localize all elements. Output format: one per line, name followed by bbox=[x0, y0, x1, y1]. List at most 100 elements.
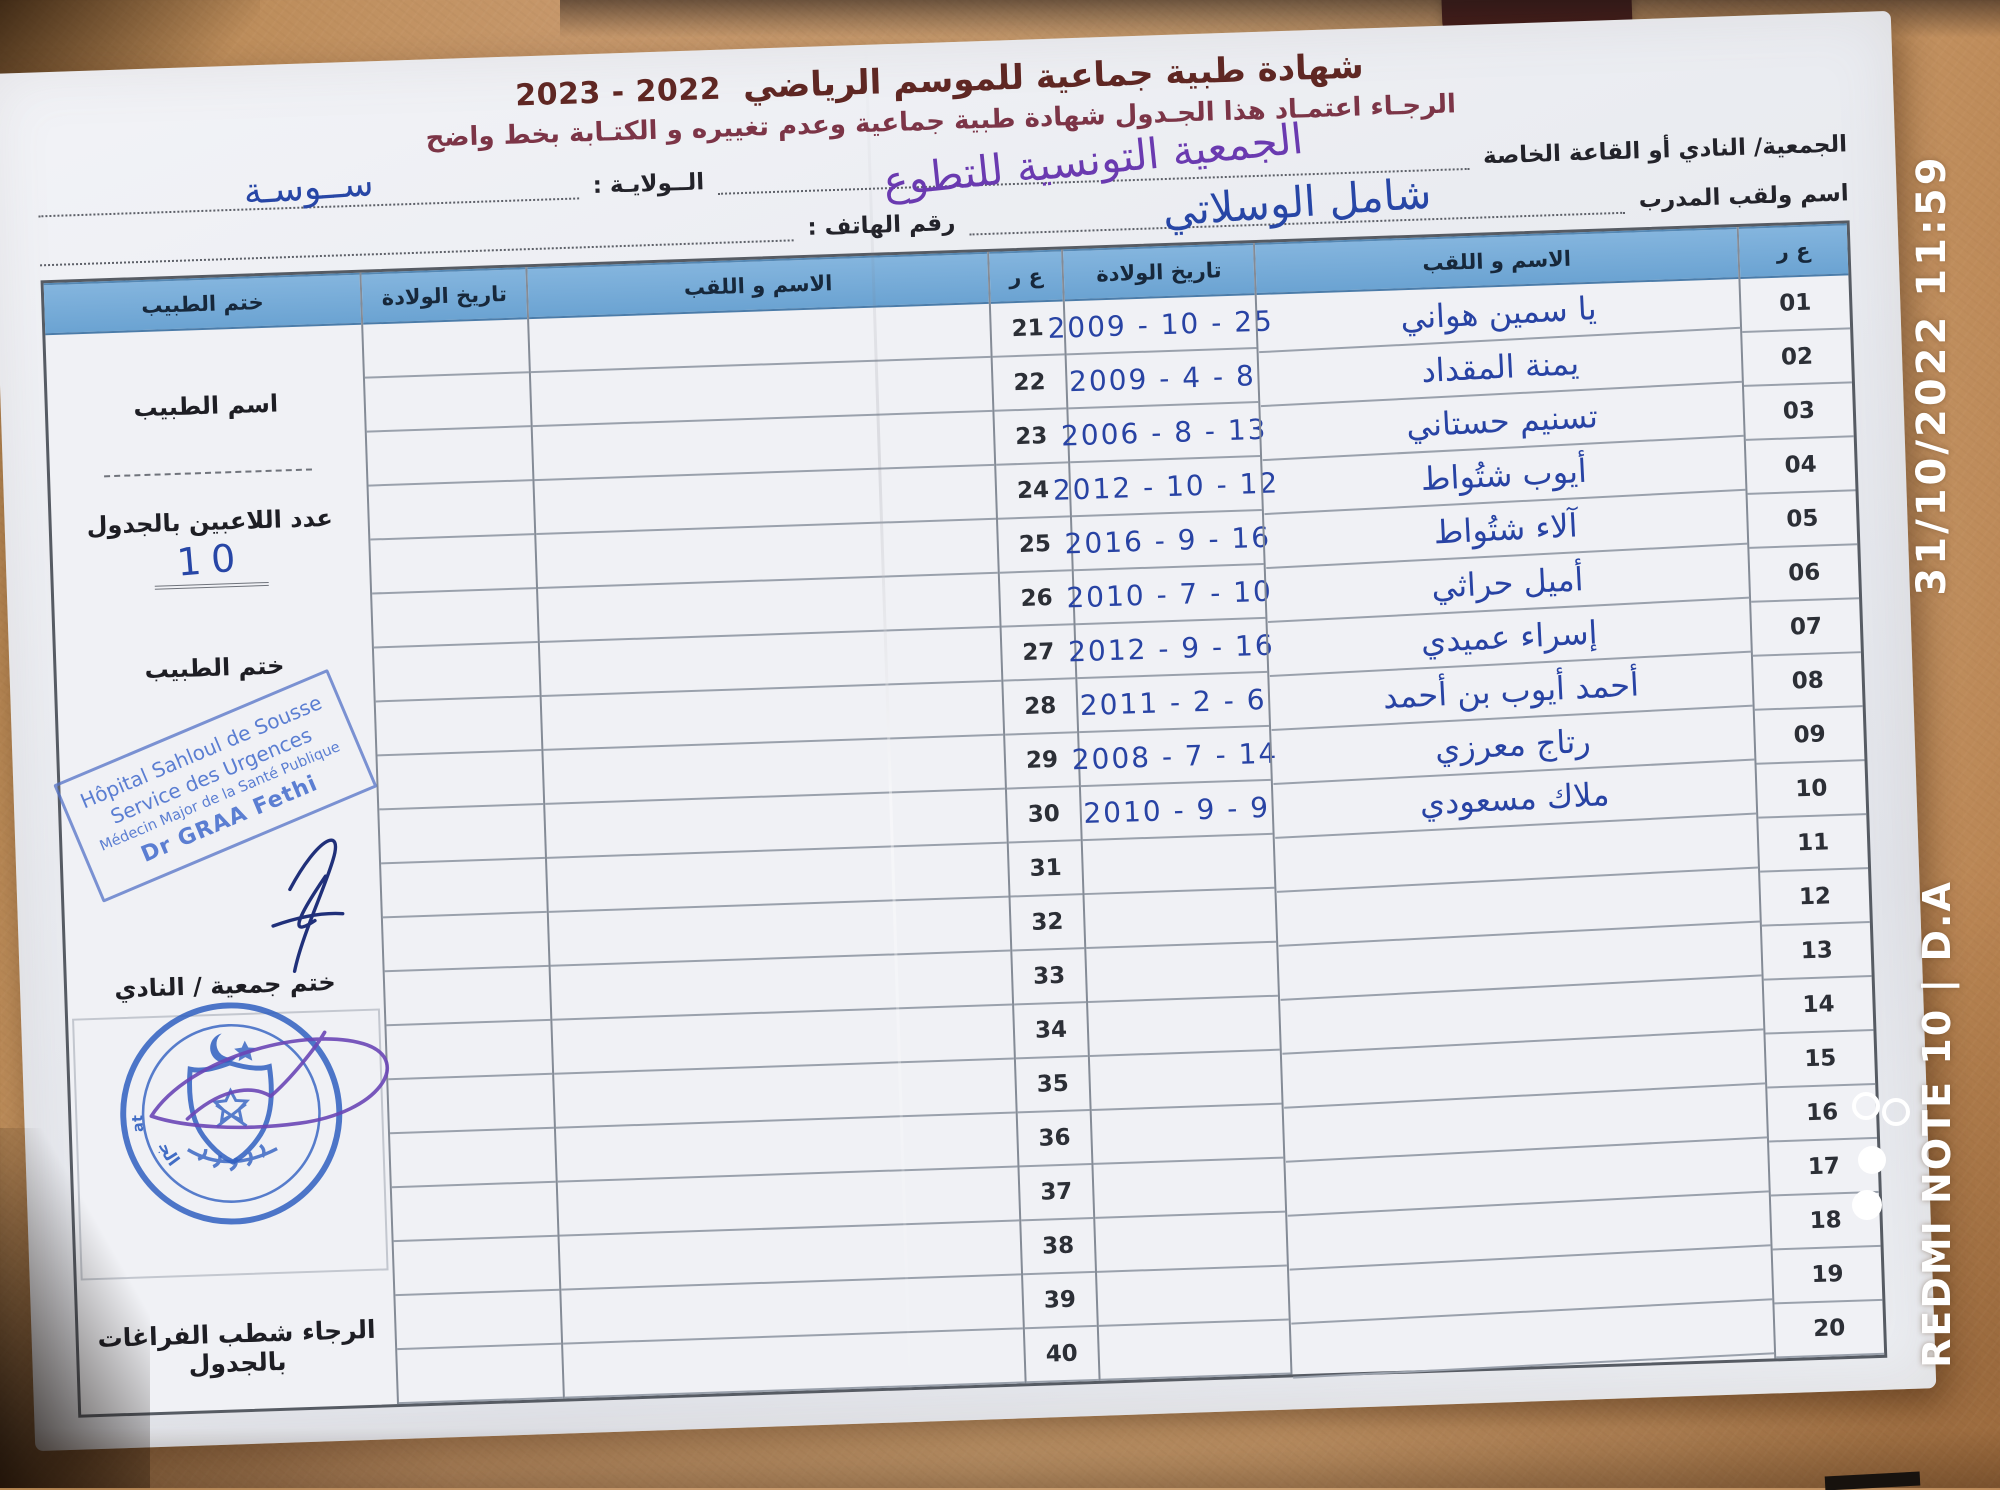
club-stamp-zone: Association Tunisienne Bénévolat الجمعية… bbox=[72, 996, 389, 1281]
table-cell-dob2 bbox=[379, 804, 546, 865]
table-cell-n1: 07 bbox=[1751, 599, 1861, 657]
camera-watermark-datetime: 31/10/2022 11:59 bbox=[1909, 154, 1955, 596]
table-cell-n2: 32 bbox=[1010, 895, 1085, 952]
table-cell-dob1 bbox=[1095, 1212, 1287, 1273]
table-cell-dob2 bbox=[373, 643, 540, 703]
table-cell-n2: 37 bbox=[1019, 1164, 1094, 1222]
watermark-dot-filled bbox=[1858, 1146, 1886, 1174]
table-cell-dob1 bbox=[1088, 996, 1280, 1057]
table-cell-dob1: 2006 - 8 - 13 bbox=[1060, 403, 1268, 464]
table-cell-n2: 31 bbox=[1008, 841, 1083, 898]
table-cell-dob1: 2010 - 9 - 9 bbox=[1080, 780, 1273, 842]
table-cell-dob1: 2010 - 7 - 10 bbox=[1066, 564, 1273, 626]
coach-handwritten-value: شامل الوسلاتي bbox=[1160, 168, 1433, 236]
medical-certificate-sheet: شهادة طبية جماعية للموسم الرياضي 2023 - … bbox=[0, 10, 1937, 1452]
header-dob-1-20: تاريخ الولادة bbox=[1063, 243, 1255, 302]
table-cell-dob1 bbox=[1093, 1158, 1286, 1219]
header-number-1-20: ع ر bbox=[1738, 223, 1849, 279]
table-cell-dob1 bbox=[1091, 1104, 1284, 1165]
table-cell-n2: 35 bbox=[1015, 1057, 1090, 1114]
table-cell-dob1: 2008 - 7 - 14 bbox=[1071, 726, 1279, 788]
table-cell-dob1 bbox=[1089, 1050, 1282, 1111]
club-round-stamp: Association Tunisienne Bénévolat الجمعية… bbox=[113, 996, 342, 1225]
table-cell-dob1 bbox=[1086, 942, 1278, 1004]
table-cell-n1: 01 bbox=[1740, 275, 1851, 333]
table-cell-n1: 06 bbox=[1749, 545, 1860, 603]
watermark-dot-filled bbox=[1852, 1190, 1882, 1220]
table-cell-n2: 22 bbox=[992, 355, 1067, 412]
watermark-dot-outline bbox=[1852, 1092, 1880, 1120]
table-cell-n1: 20 bbox=[1774, 1300, 1885, 1359]
column-doctor-stamp: ختم الطبيب اسم الطبيب عدد اللاعبين بالجد… bbox=[43, 272, 397, 1415]
players-count-label: عدد اللاعبين بالجدول bbox=[86, 503, 334, 540]
table-cell-dob2 bbox=[377, 750, 544, 811]
camera-watermark-device: REDMI NOTE 10 | D.A bbox=[1915, 880, 1959, 1368]
shield-star-icon bbox=[211, 1087, 250, 1129]
season-text: 2023 - 2022 bbox=[514, 71, 722, 114]
column-name-21-40: الاسم و اللقب bbox=[525, 251, 1025, 1399]
table-cell-n1: 08 bbox=[1752, 653, 1863, 711]
table-cell-dob2 bbox=[382, 912, 549, 973]
crescent-icon bbox=[209, 1033, 238, 1063]
table-cell-dob1: 2011 - 2 - 6 bbox=[1077, 672, 1270, 734]
coach-label: اسم ولقب المدرب bbox=[1638, 180, 1850, 214]
table-cell-n2: 33 bbox=[1012, 949, 1087, 1006]
table-cell-n2: 27 bbox=[1001, 625, 1076, 682]
table-cell-n1: 04 bbox=[1745, 437, 1856, 495]
doctor-stamp-panel: اسم الطبيب عدد اللاعبين بالجدول 10 ختم ا… bbox=[45, 325, 397, 1415]
hospital-stamp-zone: Hôpital Sahloul de Sousse Service des Ur… bbox=[53, 668, 383, 987]
club-signature bbox=[149, 1030, 389, 1130]
table-cell-dob2 bbox=[370, 535, 537, 595]
double-line-separator bbox=[154, 581, 269, 590]
corner-shadow bbox=[0, 1128, 150, 1488]
table-cell-n2: 29 bbox=[1005, 733, 1079, 790]
table-cell-dob1 bbox=[1097, 1266, 1289, 1327]
table-cell-dob1: 2009 - 10 - 25 bbox=[1047, 295, 1274, 356]
state-label: الــولايـة : bbox=[592, 169, 705, 199]
table-cell-n2: 39 bbox=[1023, 1272, 1097, 1330]
column-dob-1-20: تاريخ الولادة 2009 - 10 - 25 2009 - 4 - 8… bbox=[1047, 243, 1291, 1381]
table-cell-dob1: 2009 - 4 - 8 bbox=[1066, 349, 1259, 410]
table-cell-n2: 25 bbox=[998, 517, 1072, 574]
phone-label: رقم الهاتف : bbox=[807, 209, 956, 241]
table-cell-dob2 bbox=[391, 1182, 558, 1243]
state-handwritten-value: ســوسـة bbox=[241, 163, 375, 213]
table-cell-dob2 bbox=[397, 1344, 563, 1405]
table-cell-dob2 bbox=[366, 427, 533, 487]
table-cell-n1: 13 bbox=[1761, 923, 1872, 981]
table-cell-dob2 bbox=[363, 319, 529, 379]
table-cell-n1: 15 bbox=[1765, 1030, 1876, 1089]
table-cell-dob2 bbox=[368, 481, 535, 541]
table-cell-dob2 bbox=[395, 1290, 562, 1351]
table-cell-dob1 bbox=[1084, 888, 1277, 950]
table-cell-n1: 12 bbox=[1760, 869, 1870, 927]
table-cell-n1: 19 bbox=[1772, 1246, 1883, 1305]
table-cell-n2: 38 bbox=[1021, 1218, 1096, 1276]
table-cell-dob2 bbox=[364, 373, 531, 433]
table-cell-n2: 28 bbox=[1003, 679, 1078, 736]
table-cell-dob2 bbox=[381, 858, 547, 919]
table-cell-n1: 03 bbox=[1744, 383, 1854, 441]
doctor-name-label: اسم الطبيب bbox=[133, 389, 279, 423]
players-count-handwritten-value: 10 bbox=[174, 535, 247, 585]
table-cell-n2: 34 bbox=[1014, 1003, 1088, 1060]
table-cell-n1: 05 bbox=[1747, 491, 1858, 549]
table-cell-n2: 23 bbox=[994, 409, 1069, 466]
table-cell-n1: 02 bbox=[1742, 329, 1852, 387]
table-cell-n1: 10 bbox=[1756, 761, 1867, 819]
table-cell-n1: 11 bbox=[1758, 815, 1869, 873]
doctor-signature bbox=[271, 838, 345, 973]
dashed-separator bbox=[103, 468, 313, 478]
table-cell-n1: 09 bbox=[1754, 707, 1865, 765]
table-cell-dob1: 2012 - 9 - 16 bbox=[1068, 618, 1275, 680]
table-cell-n2: 30 bbox=[1006, 787, 1081, 844]
laurel-branch bbox=[186, 1143, 278, 1172]
table-cell-n1: 14 bbox=[1763, 977, 1874, 1035]
table-cell-n2: 26 bbox=[999, 571, 1074, 628]
header-dob-21-40: تاريخ الولادة bbox=[361, 267, 528, 325]
table-cell-dob1 bbox=[1082, 834, 1275, 896]
bottom-shadow bbox=[0, 1428, 2000, 1488]
watermark-dot-outline bbox=[1882, 1098, 1910, 1126]
table-cell-dob2 bbox=[393, 1236, 560, 1297]
table-cell-dob2 bbox=[372, 589, 538, 649]
